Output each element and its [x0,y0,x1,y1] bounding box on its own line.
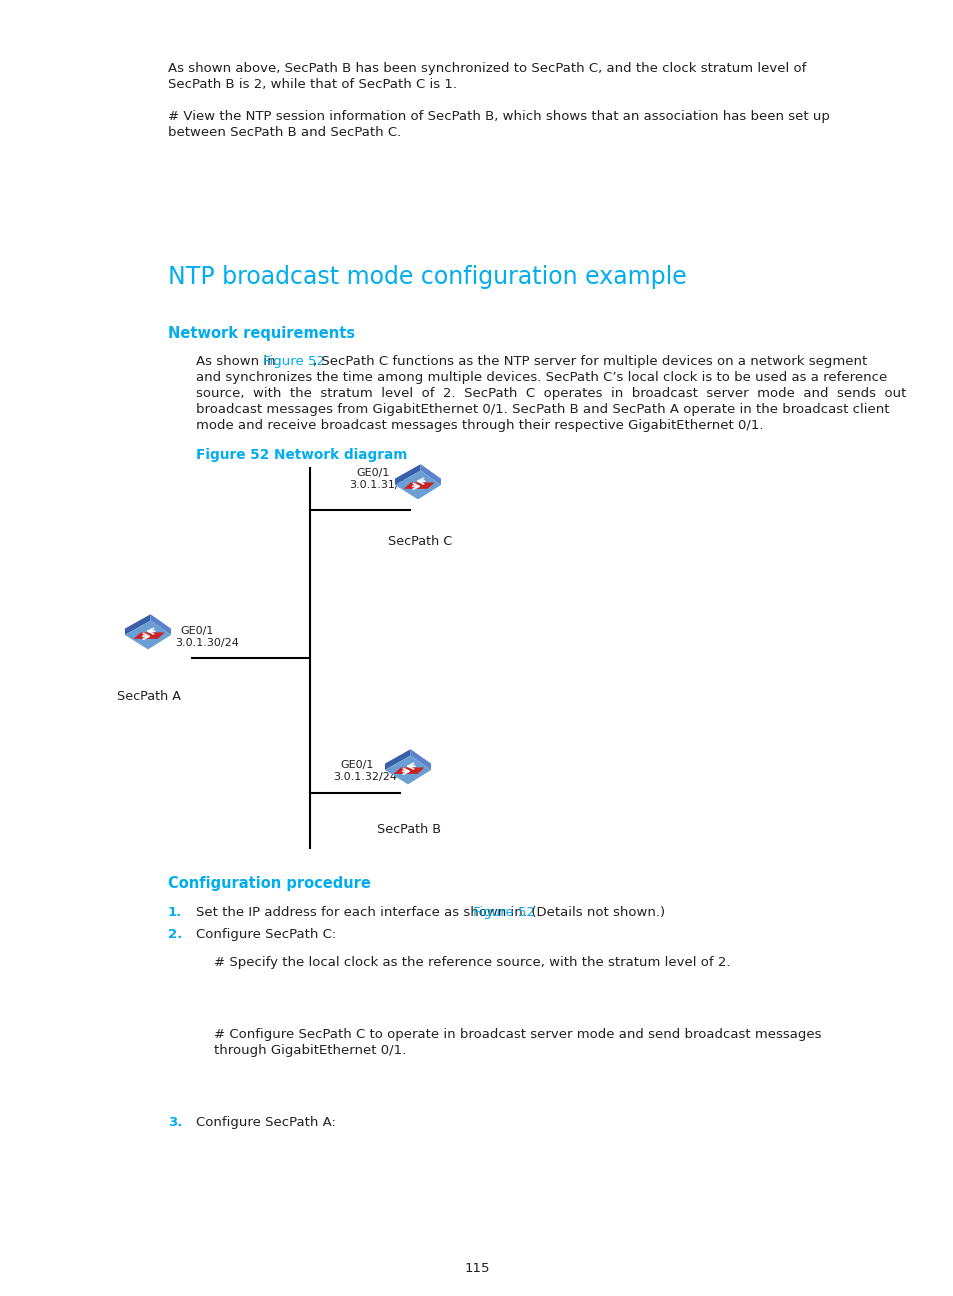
Text: . (Details not shown.): . (Details not shown.) [523,906,665,919]
Polygon shape [403,482,435,489]
Text: Set the IP address for each interface as shown in: Set the IP address for each interface as… [195,906,526,919]
Text: As shown above, SecPath B has been synchronized to SecPath C, and the clock stra: As shown above, SecPath B has been synch… [168,62,805,75]
Polygon shape [420,464,440,485]
Polygon shape [385,756,431,784]
Text: and synchronizes the time among multiple devices. SecPath C’s local clock is to : and synchronizes the time among multiple… [195,371,886,384]
Polygon shape [395,470,440,499]
Text: Network requirements: Network requirements [168,327,355,341]
Text: Configuration procedure: Configuration procedure [168,876,371,892]
Polygon shape [151,614,171,635]
Text: # Configure SecPath C to operate in broadcast server mode and send broadcast mes: # Configure SecPath C to operate in broa… [213,1028,821,1041]
Text: between SecPath B and SecPath C.: between SecPath B and SecPath C. [168,126,401,139]
Text: Figure 52 Network diagram: Figure 52 Network diagram [195,448,407,461]
Text: through GigabitEthernet 0/1.: through GigabitEthernet 0/1. [213,1045,406,1058]
Text: 115: 115 [464,1262,489,1275]
Text: GE0/1: GE0/1 [355,468,389,478]
Text: source,  with  the  stratum  level  of  2.  SecPath  C  operates  in  broadcast : source, with the stratum level of 2. Sec… [195,388,905,400]
Text: As shown in: As shown in [195,355,279,368]
Text: broadcast messages from GigabitEthernet 0/1. SecPath B and SecPath A operate in : broadcast messages from GigabitEthernet … [195,403,888,416]
Text: SecPath C: SecPath C [388,535,452,548]
Text: 1.: 1. [168,906,182,919]
Text: SecPath B is 2, while that of SecPath C is 1.: SecPath B is 2, while that of SecPath C … [168,78,456,91]
Text: GE0/1: GE0/1 [180,626,213,636]
Text: # Specify the local clock as the reference source, with the stratum level of 2.: # Specify the local clock as the referen… [213,956,730,969]
Text: SecPath A: SecPath A [117,689,181,702]
Text: Figure 52: Figure 52 [262,355,324,368]
Polygon shape [410,749,431,770]
Text: 3.0.1.31/24: 3.0.1.31/24 [349,480,413,490]
Text: 3.0.1.32/24: 3.0.1.32/24 [333,772,396,781]
Text: 2.: 2. [168,928,182,941]
Text: mode and receive broadcast messages through their respective GigabitEthernet 0/1: mode and receive broadcast messages thro… [195,419,762,432]
Text: 3.: 3. [168,1116,182,1129]
Polygon shape [395,464,420,485]
Text: Configure SecPath A:: Configure SecPath A: [195,1116,335,1129]
Polygon shape [133,632,165,639]
Text: SecPath B: SecPath B [376,823,440,836]
Text: Figure 52: Figure 52 [473,906,535,919]
Text: GE0/1: GE0/1 [339,759,373,770]
Text: Configure SecPath C:: Configure SecPath C: [195,928,335,941]
Polygon shape [125,621,171,649]
Polygon shape [385,749,410,770]
Polygon shape [394,767,424,774]
Text: NTP broadcast mode configuration example: NTP broadcast mode configuration example [168,264,686,289]
Polygon shape [125,614,151,635]
Text: 3.0.1.30/24: 3.0.1.30/24 [174,638,238,648]
Text: , SecPath C functions as the NTP server for multiple devices on a network segmen: , SecPath C functions as the NTP server … [313,355,866,368]
Text: # View the NTP session information of SecPath B, which shows that an association: # View the NTP session information of Se… [168,110,829,123]
